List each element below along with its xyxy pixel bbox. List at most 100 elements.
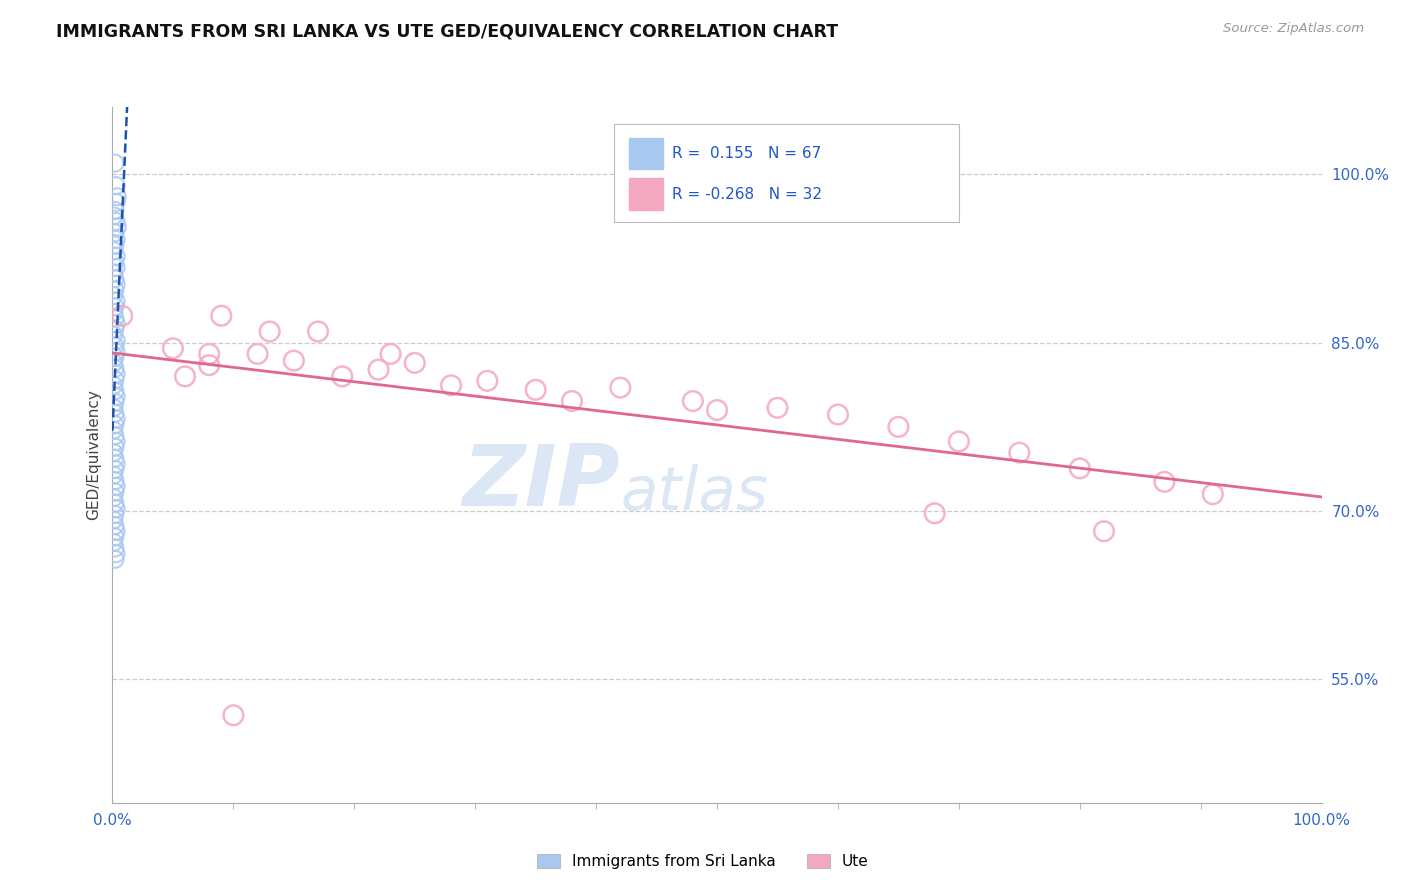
Point xyxy=(104,518,127,533)
Point xyxy=(105,317,128,331)
Point xyxy=(104,203,127,218)
Point xyxy=(105,457,128,471)
Point xyxy=(104,440,127,454)
Point xyxy=(104,406,127,420)
Point xyxy=(104,156,127,170)
Point xyxy=(103,445,125,459)
Point xyxy=(105,190,128,204)
Text: atlas: atlas xyxy=(620,464,768,523)
Point xyxy=(104,255,127,269)
Point xyxy=(198,358,221,372)
Point xyxy=(105,344,128,359)
Point xyxy=(105,277,128,292)
Point xyxy=(104,541,127,555)
Point xyxy=(105,479,128,493)
Point xyxy=(104,322,127,336)
Point xyxy=(104,339,127,353)
Y-axis label: GED/Equivalency: GED/Equivalency xyxy=(86,390,101,520)
Point xyxy=(103,266,125,280)
Point xyxy=(283,353,305,368)
Point xyxy=(104,283,127,297)
Point xyxy=(103,513,125,527)
Point xyxy=(103,356,125,370)
Point xyxy=(209,309,232,323)
Point xyxy=(104,311,127,326)
Point xyxy=(103,535,125,549)
Point xyxy=(104,395,127,409)
Point xyxy=(174,369,197,384)
Point xyxy=(105,214,128,228)
Point xyxy=(104,226,127,240)
Point xyxy=(104,462,127,476)
Point xyxy=(105,547,128,561)
Point xyxy=(561,394,583,409)
Point xyxy=(404,356,426,370)
Point xyxy=(609,381,631,395)
Text: ZIP: ZIP xyxy=(463,442,620,524)
Point xyxy=(104,530,127,544)
Text: R = -0.268   N = 32: R = -0.268 N = 32 xyxy=(672,186,823,202)
Point xyxy=(104,271,127,285)
Point xyxy=(105,334,128,348)
Point xyxy=(105,232,128,246)
Text: Source: ZipAtlas.com: Source: ZipAtlas.com xyxy=(1223,22,1364,36)
Point xyxy=(104,373,127,387)
Point xyxy=(948,434,970,449)
Legend: Immigrants from Sri Lanka, Ute: Immigrants from Sri Lanka, Ute xyxy=(531,848,875,875)
Point xyxy=(104,496,127,510)
Point xyxy=(105,501,128,516)
FancyBboxPatch shape xyxy=(614,124,959,222)
Point xyxy=(105,249,128,263)
Point xyxy=(105,524,128,539)
Point xyxy=(104,451,127,466)
Bar xyxy=(628,178,662,210)
Point xyxy=(924,506,946,520)
Point xyxy=(367,362,389,376)
Point xyxy=(827,408,849,422)
Point xyxy=(105,367,128,381)
Point xyxy=(111,309,134,323)
Point xyxy=(477,374,499,388)
Point xyxy=(103,305,125,319)
Point xyxy=(198,347,221,361)
Point xyxy=(307,325,329,339)
Point xyxy=(103,491,125,505)
Point xyxy=(105,220,128,235)
Point xyxy=(103,401,125,415)
Point xyxy=(103,244,125,258)
Point xyxy=(103,288,125,302)
Point xyxy=(766,401,789,415)
Point xyxy=(104,417,127,432)
Text: IMMIGRANTS FROM SRI LANKA VS UTE GED/EQUIVALENCY CORRELATION CHART: IMMIGRANTS FROM SRI LANKA VS UTE GED/EQU… xyxy=(56,22,838,40)
Point xyxy=(105,260,128,275)
Point xyxy=(1153,475,1175,489)
Point xyxy=(1008,445,1031,459)
Point xyxy=(1069,461,1091,475)
Point xyxy=(222,708,245,723)
Point xyxy=(105,178,128,193)
Point xyxy=(440,378,463,392)
Point xyxy=(104,351,127,365)
Point xyxy=(105,434,128,449)
Point xyxy=(104,474,127,488)
Point xyxy=(105,294,128,309)
Point xyxy=(524,383,547,397)
Bar xyxy=(628,138,662,169)
Point xyxy=(104,238,127,252)
Point xyxy=(104,384,127,398)
Point xyxy=(103,378,125,392)
Point xyxy=(1092,524,1115,539)
Point xyxy=(162,341,184,355)
Point xyxy=(103,327,125,342)
Text: R =  0.155   N = 67: R = 0.155 N = 67 xyxy=(672,146,821,161)
Point xyxy=(1202,487,1225,501)
Point xyxy=(104,552,127,566)
Point xyxy=(682,394,704,409)
Point xyxy=(103,468,125,483)
Point xyxy=(887,420,910,434)
Point xyxy=(330,369,353,384)
Point xyxy=(104,429,127,443)
Point xyxy=(105,412,128,426)
Point xyxy=(104,508,127,522)
Point xyxy=(706,403,728,417)
